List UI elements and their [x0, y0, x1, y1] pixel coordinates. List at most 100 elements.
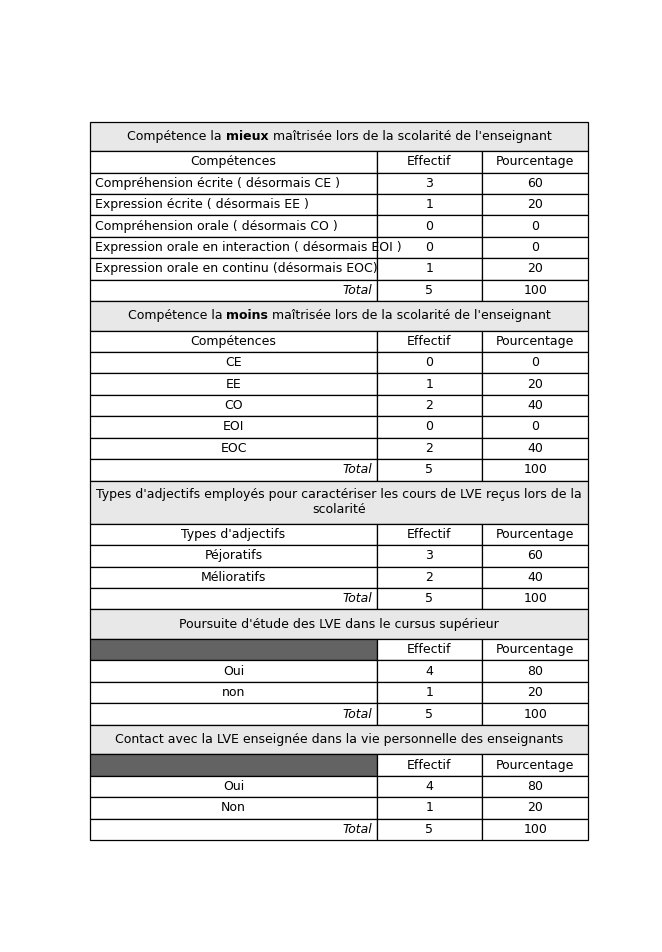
- Text: Total: Total: [343, 707, 373, 721]
- Text: 4: 4: [426, 664, 434, 678]
- Text: Non: Non: [221, 802, 246, 814]
- Text: Types d'adjectifs: Types d'adjectifs: [181, 528, 285, 541]
- Bar: [483, 704, 588, 724]
- Bar: [483, 258, 588, 280]
- Bar: [91, 416, 377, 438]
- Bar: [91, 395, 377, 416]
- Text: 100: 100: [523, 284, 547, 297]
- Bar: [377, 545, 483, 566]
- Bar: [483, 172, 588, 194]
- Bar: [377, 776, 483, 797]
- Bar: [483, 330, 588, 352]
- Text: maîtrisée lors de la scolarité de l'enseignant: maîtrisée lors de la scolarité de l'ense…: [269, 129, 551, 143]
- Text: 0: 0: [531, 421, 540, 433]
- Text: Compétence la: Compétence la: [128, 309, 226, 323]
- Bar: [91, 524, 377, 545]
- Text: 20: 20: [528, 686, 543, 699]
- Bar: [483, 524, 588, 545]
- Text: 5: 5: [426, 707, 434, 721]
- Text: Types d'adjectifs employés pour caractériser les cours de LVE reçus lors de la
s: Types d'adjectifs employés pour caractér…: [97, 488, 582, 516]
- Text: 3: 3: [426, 177, 434, 189]
- Text: EOI: EOI: [223, 421, 244, 433]
- Text: 40: 40: [528, 442, 543, 455]
- Bar: [483, 215, 588, 237]
- Text: Total: Total: [343, 464, 373, 476]
- Bar: [483, 797, 588, 819]
- Text: Compétences: Compétences: [191, 335, 277, 347]
- Bar: [377, 237, 483, 258]
- Text: Pourcentage: Pourcentage: [496, 528, 575, 541]
- Text: 0: 0: [426, 241, 434, 254]
- Text: 5: 5: [426, 592, 434, 605]
- Bar: [91, 661, 377, 682]
- Bar: [91, 481, 588, 524]
- Text: 2: 2: [426, 442, 434, 455]
- Bar: [377, 151, 483, 172]
- Bar: [91, 819, 377, 840]
- Text: Pourcentage: Pourcentage: [496, 644, 575, 656]
- Text: 5: 5: [426, 823, 434, 836]
- Bar: [377, 682, 483, 704]
- Text: Expression orale en interaction ( désormais EOI ): Expression orale en interaction ( désorm…: [95, 241, 401, 254]
- Text: 0: 0: [426, 356, 434, 369]
- Bar: [91, 215, 377, 237]
- Bar: [377, 438, 483, 459]
- Bar: [483, 459, 588, 481]
- Bar: [483, 352, 588, 373]
- Text: Pourcentage: Pourcentage: [496, 335, 575, 347]
- Text: 40: 40: [528, 399, 543, 412]
- Text: 1: 1: [426, 802, 434, 814]
- Bar: [483, 682, 588, 704]
- Text: 20: 20: [528, 263, 543, 275]
- Text: 3: 3: [426, 549, 434, 563]
- Bar: [91, 151, 377, 172]
- Text: Expression orale en continu (désormais EOC): Expression orale en continu (désormais E…: [95, 263, 377, 275]
- Text: 80: 80: [527, 780, 544, 793]
- Text: Total: Total: [343, 592, 373, 605]
- Bar: [483, 438, 588, 459]
- Text: 4: 4: [426, 780, 434, 793]
- Bar: [483, 416, 588, 438]
- Bar: [91, 301, 588, 330]
- Bar: [377, 373, 483, 395]
- Bar: [91, 172, 377, 194]
- Text: 60: 60: [528, 177, 543, 189]
- Bar: [377, 258, 483, 280]
- Bar: [377, 566, 483, 588]
- Bar: [91, 237, 377, 258]
- Text: 20: 20: [528, 802, 543, 814]
- Text: 0: 0: [531, 356, 540, 369]
- Bar: [483, 237, 588, 258]
- Text: 0: 0: [426, 220, 434, 232]
- Bar: [91, 258, 377, 280]
- Bar: [91, 797, 377, 819]
- Bar: [91, 704, 377, 724]
- Text: 5: 5: [426, 464, 434, 476]
- Bar: [377, 704, 483, 724]
- Bar: [91, 682, 377, 704]
- Bar: [483, 395, 588, 416]
- Text: Total: Total: [343, 284, 373, 297]
- Bar: [91, 280, 377, 301]
- Bar: [91, 588, 377, 609]
- Bar: [91, 459, 377, 481]
- Text: 100: 100: [523, 707, 547, 721]
- Text: Péjoratifs: Péjoratifs: [205, 549, 263, 563]
- Text: Effectif: Effectif: [407, 644, 451, 656]
- Text: 1: 1: [426, 198, 434, 211]
- Text: Mélioratifs: Mélioratifs: [201, 571, 266, 584]
- Bar: [377, 395, 483, 416]
- Text: 1: 1: [426, 686, 434, 699]
- Text: Compréhension écrite ( désormais CE ): Compréhension écrite ( désormais CE ): [95, 177, 340, 189]
- Text: CE: CE: [225, 356, 242, 369]
- Text: EE: EE: [226, 378, 242, 390]
- Text: Effectif: Effectif: [407, 335, 451, 347]
- Text: Effectif: Effectif: [407, 155, 451, 169]
- Text: Total: Total: [343, 823, 373, 836]
- Text: Poursuite d'étude des LVE dans le cursus supérieur: Poursuite d'étude des LVE dans le cursus…: [179, 618, 499, 631]
- Bar: [483, 639, 588, 661]
- Text: 60: 60: [528, 549, 543, 563]
- Text: Compétence la: Compétence la: [127, 129, 226, 143]
- Text: non: non: [222, 686, 245, 699]
- Text: maîtrisée lors de la scolarité de l'enseignant: maîtrisée lors de la scolarité de l'ense…: [268, 309, 551, 323]
